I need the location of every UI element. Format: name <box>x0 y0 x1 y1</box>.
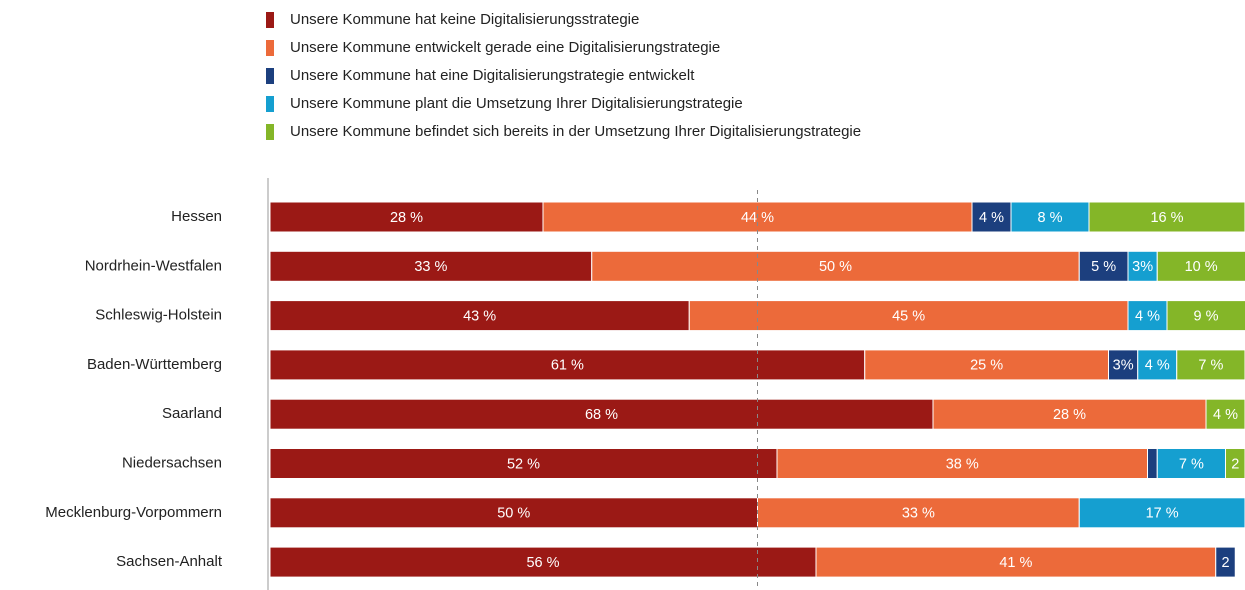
bar-segment <box>269 546 817 578</box>
legend-label: Unsere Kommune entwickelt gerade eine Di… <box>290 39 720 56</box>
bar-segment <box>591 250 1080 282</box>
bar-segment <box>1078 497 1245 529</box>
bar-segment <box>1078 250 1129 282</box>
bar-segment <box>1176 349 1245 381</box>
value-label: 56 % <box>526 555 559 571</box>
value-label: 45 % <box>892 308 925 324</box>
bar-segment <box>269 448 778 479</box>
legend-label: Unsere Kommune befindet sich bereits in … <box>290 123 861 140</box>
value-label: 2 <box>1231 456 1239 472</box>
value-label: 5 % <box>1091 259 1116 275</box>
value-label: 16 % <box>1150 210 1183 226</box>
category-label: Schleswig-Holstein <box>95 307 222 324</box>
value-label: 50 % <box>819 259 852 275</box>
bar-segment <box>1147 448 1158 479</box>
bar-segment <box>932 398 1207 430</box>
value-label: 33 % <box>902 506 935 522</box>
value-label: 61 % <box>551 358 584 374</box>
legend-swatch <box>266 12 274 28</box>
legend-swatch <box>266 68 274 84</box>
value-label: 50 % <box>497 506 530 522</box>
bar-segment <box>1088 201 1245 233</box>
value-label: 25 % <box>970 358 1003 374</box>
category-label: Niedersachsen <box>122 454 222 471</box>
value-label: 43 % <box>463 308 496 324</box>
bar-segment <box>1205 398 1245 430</box>
legend-label: Unsere Kommune hat eine Digitalisierungs… <box>290 67 695 84</box>
value-label: 7 % <box>1179 456 1204 472</box>
bar-segment <box>971 201 1012 233</box>
bar-segment <box>1137 349 1178 381</box>
bar-segment <box>1215 546 1236 578</box>
value-label: 8 % <box>1038 210 1063 226</box>
value-label: 7 % <box>1198 358 1223 374</box>
value-label: 17 % <box>1146 506 1179 522</box>
bar-segment <box>1127 250 1158 282</box>
legend-label: Unsere Kommune hat keine Digitalisierung… <box>290 11 639 28</box>
value-label: 10 % <box>1185 259 1218 275</box>
bar-segment <box>269 250 593 282</box>
bar-segment <box>1225 448 1245 479</box>
value-label: 41 % <box>999 555 1032 571</box>
bar-segment <box>776 448 1148 479</box>
value-label: 9 % <box>1194 308 1219 324</box>
bar-segment <box>1010 201 1090 233</box>
legend-label: Unsere Kommune plant die Umsetzung Ihrer… <box>290 95 743 112</box>
value-label: 33 % <box>414 259 447 275</box>
bar-segment <box>269 398 934 430</box>
value-label: 28 % <box>390 210 423 226</box>
category-label: Baden-Württemberg <box>87 356 222 373</box>
value-label: 4 % <box>979 210 1004 226</box>
bar-segment <box>269 497 758 529</box>
bar-segment <box>1156 250 1245 282</box>
legend-swatch <box>266 124 274 140</box>
value-label: 4 % <box>1145 358 1170 374</box>
bar-segment <box>688 300 1129 332</box>
category-label: Sachsen-Anhalt <box>116 553 223 570</box>
category-label: Saarland <box>162 405 222 422</box>
value-label: 38 % <box>946 456 979 472</box>
value-label: 4 % <box>1135 308 1160 324</box>
category-label: Nordrhein-Westfalen <box>85 257 222 274</box>
legend-swatch <box>266 96 274 112</box>
value-label: 4 % <box>1213 407 1238 423</box>
value-label: 28 % <box>1053 407 1086 423</box>
value-label: 2 <box>1221 555 1229 571</box>
bar-segment <box>269 349 866 381</box>
value-label: 52 % <box>507 456 540 472</box>
category-label: Mecklenburg-Vorpommern <box>45 504 222 521</box>
category-label: Hessen <box>171 208 222 225</box>
bar-segment <box>269 300 690 332</box>
legend-swatch <box>266 40 274 56</box>
value-label: 3% <box>1132 259 1153 275</box>
value-label: 68 % <box>585 407 618 423</box>
value-label: 3% <box>1113 358 1134 374</box>
bar-segment <box>1166 300 1245 332</box>
